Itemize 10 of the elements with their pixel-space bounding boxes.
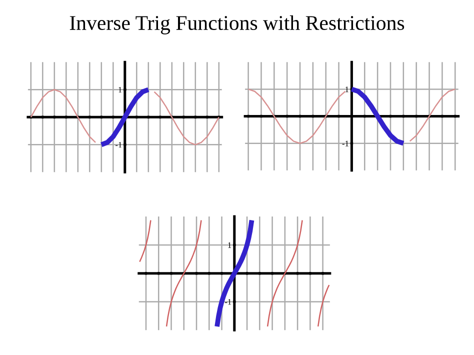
y-tick-label: -1 bbox=[342, 140, 348, 146]
y-tick-label: 1 bbox=[118, 87, 122, 93]
y-tick-label: 1 bbox=[228, 242, 232, 248]
line-series bbox=[98, 87, 151, 148]
y-tick-label: -1 bbox=[115, 142, 122, 148]
y-tick-label: 1 bbox=[345, 86, 348, 92]
line-series bbox=[214, 218, 254, 329]
y-tick-label: -1 bbox=[224, 299, 232, 305]
chart-title: Inverse Trig Functions with Restrictions bbox=[70, 15, 404, 34]
line-series bbox=[349, 86, 406, 146]
